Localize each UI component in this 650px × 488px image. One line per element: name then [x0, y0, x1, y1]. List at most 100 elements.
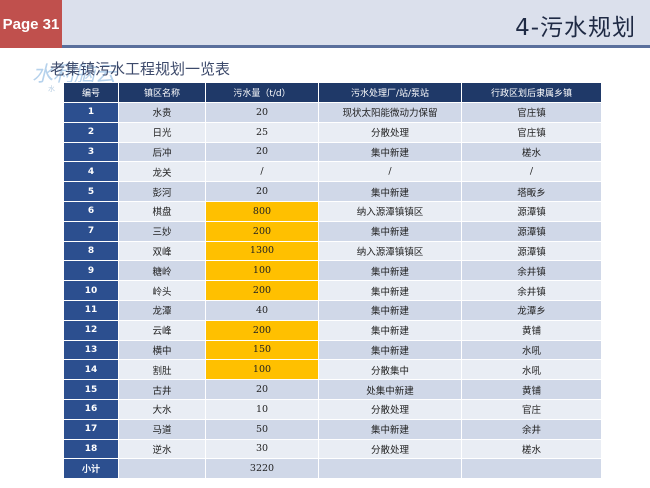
table-row: 12 云峰 200 集中新建 黄铺 — [64, 320, 601, 340]
table-row: 6 棋盘 800 纳入源潭镇镇区 源潭镇 — [64, 201, 601, 221]
sewage-flow-cell: 25 — [206, 122, 318, 142]
town-name-cell: 横中 — [119, 340, 205, 360]
row-number: 2 — [64, 122, 118, 142]
sewage-flow-cell: 20 — [206, 103, 318, 122]
town-name-cell: 云峰 — [119, 320, 205, 340]
header-bar: 4-污水规划 — [62, 0, 650, 48]
facility-cell: 集中新建 — [319, 300, 461, 320]
row-number: 18 — [64, 439, 118, 459]
table-row: 3 后冲 20 集中新建 槎水 — [64, 142, 601, 162]
total-flow-cell: 3220 — [206, 459, 318, 479]
table-row: 15 古井 20 处集中新建 黄铺 — [64, 380, 601, 399]
facility-cell: 集中新建 — [319, 281, 461, 300]
total-facility-cell — [319, 459, 461, 479]
table-row: 11 龙潭 40 集中新建 龙潭乡 — [64, 300, 601, 320]
row-number: 12 — [64, 320, 118, 340]
table-row: 9 糖岭 100 集中新建 余井镇 — [64, 261, 601, 281]
sewage-flow-cell: 100 — [206, 261, 318, 281]
admin-town-cell: 官庄镇 — [462, 103, 601, 122]
table-row: 13 横中 150 集中新建 水吼 — [64, 340, 601, 360]
town-name-cell: 彭河 — [119, 182, 205, 201]
table-row: 14 割肚 100 分散集中 水吼 — [64, 360, 601, 380]
town-name-cell: 后冲 — [119, 142, 205, 162]
facility-cell: 纳入源潭镇镇区 — [319, 241, 461, 261]
admin-town-cell: 槎水 — [462, 142, 601, 162]
row-number: 11 — [64, 300, 118, 320]
table-row: 7 三妙 200 集中新建 源潭镇 — [64, 221, 601, 241]
town-name-cell: 逆水 — [119, 439, 205, 459]
table-row: 16 大水 10 分散处理 官庄 — [64, 399, 601, 419]
sewage-flow-cell: 20 — [206, 142, 318, 162]
town-name-cell: 三妙 — [119, 221, 205, 241]
admin-town-cell: 龙潭乡 — [462, 300, 601, 320]
row-number: 15 — [64, 380, 118, 399]
row-number: 14 — [64, 360, 118, 380]
row-number: 13 — [64, 340, 118, 360]
column-header-facility: 污水处理厂/站/泵站 — [319, 83, 461, 102]
sewage-flow-cell: 200 — [206, 281, 318, 300]
facility-cell: 分散处理 — [319, 122, 461, 142]
town-name-cell: 大水 — [119, 399, 205, 419]
admin-town-cell: 官庄镇 — [462, 122, 601, 142]
town-name-cell: 割肚 — [119, 360, 205, 380]
admin-town-cell: 塔畈乡 — [462, 182, 601, 201]
facility-cell: 集中新建 — [319, 261, 461, 281]
admin-town-cell: 官庄 — [462, 399, 601, 419]
admin-town-cell: 水吼 — [462, 360, 601, 380]
sewage-flow-cell: 20 — [206, 380, 318, 399]
admin-town-cell: 余井镇 — [462, 261, 601, 281]
town-name-cell: 双峰 — [119, 241, 205, 261]
admin-town-cell: 源潭镇 — [462, 221, 601, 241]
row-number: 3 — [64, 142, 118, 162]
facility-cell: 处集中新建 — [319, 380, 461, 399]
sewage-flow-cell: 800 — [206, 201, 318, 221]
sewage-flow-cell: 30 — [206, 439, 318, 459]
sewage-flow-cell: 100 — [206, 360, 318, 380]
sewage-flow-cell: 200 — [206, 221, 318, 241]
sewage-flow-cell: / — [206, 162, 318, 182]
facility-cell: 集中新建 — [319, 419, 461, 439]
facility-cell: 纳入源潭镇镇区 — [319, 201, 461, 221]
facility-cell: 现状太阳能微动力保留 — [319, 103, 461, 122]
facility-cell: 集中新建 — [319, 221, 461, 241]
sewage-flow-cell: 20 — [206, 182, 318, 201]
admin-town-cell: 源潭镇 — [462, 241, 601, 261]
town-name-cell: 棋盘 — [119, 201, 205, 221]
table-row: 2 日光 25 分散处理 官庄镇 — [64, 122, 601, 142]
sewage-flow-cell: 10 — [206, 399, 318, 419]
table-row: 18 逆水 30 分散处理 槎水 — [64, 439, 601, 459]
facility-cell: / — [319, 162, 461, 182]
table-row: 4 龙关 / / / — [64, 162, 601, 182]
facility-cell: 集中新建 — [319, 182, 461, 201]
town-name-cell: 龙关 — [119, 162, 205, 182]
total-label-cell: 小计 — [64, 459, 118, 479]
table-body: 1 水贵 20 现状太阳能微动力保留 官庄镇 2 日光 25 分散处理 官庄镇 3 后冲 20 集中新建槎… — [64, 103, 601, 479]
table-row: 17 马道 50 集中新建 余井 — [64, 419, 601, 439]
table-title: 老集镇污水工程规划一览表 — [50, 60, 231, 78]
admin-town-cell: / — [462, 162, 601, 182]
facility-cell: 集中新建 — [319, 340, 461, 360]
row-number: 4 — [64, 162, 118, 182]
admin-town-cell: 余井镇 — [462, 281, 601, 300]
table-row: 10 岭头 200 集中新建 余井镇 — [64, 281, 601, 300]
row-number: 10 — [64, 281, 118, 300]
row-number: 8 — [64, 241, 118, 261]
column-header-sewage-flow: 污水量（t/d） — [206, 83, 318, 102]
admin-town-cell: 槎水 — [462, 439, 601, 459]
sewage-flow-cell: 1300 — [206, 241, 318, 261]
table-row: 8 双峰 1300 纳入源潭镇镇区 源潭镇 — [64, 241, 601, 261]
sewage-flow-cell: 200 — [206, 320, 318, 340]
table-header-row: 编号 镇区名称 污水量（t/d） 污水处理厂/站/泵站 行政区划后隶属乡镇 — [64, 83, 601, 102]
admin-town-cell: 余井 — [462, 419, 601, 439]
row-number: 6 — [64, 201, 118, 221]
total-town-cell — [462, 459, 601, 479]
page-number-badge: Page 31 — [0, 0, 62, 48]
admin-town-cell: 水吼 — [462, 340, 601, 360]
row-number: 5 — [64, 182, 118, 201]
column-header-admin-town: 行政区划后隶属乡镇 — [462, 83, 601, 102]
table-row: 1 水贵 20 现状太阳能微动力保留 官庄镇 — [64, 103, 601, 122]
column-header-town-name: 镇区名称 — [119, 83, 205, 102]
admin-town-cell: 源潭镇 — [462, 201, 601, 221]
total-name-cell — [119, 459, 205, 479]
